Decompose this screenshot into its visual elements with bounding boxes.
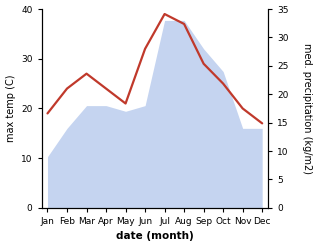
- Y-axis label: med. precipitation (kg/m2): med. precipitation (kg/m2): [302, 43, 313, 174]
- Y-axis label: max temp (C): max temp (C): [5, 75, 16, 142]
- X-axis label: date (month): date (month): [116, 231, 194, 242]
